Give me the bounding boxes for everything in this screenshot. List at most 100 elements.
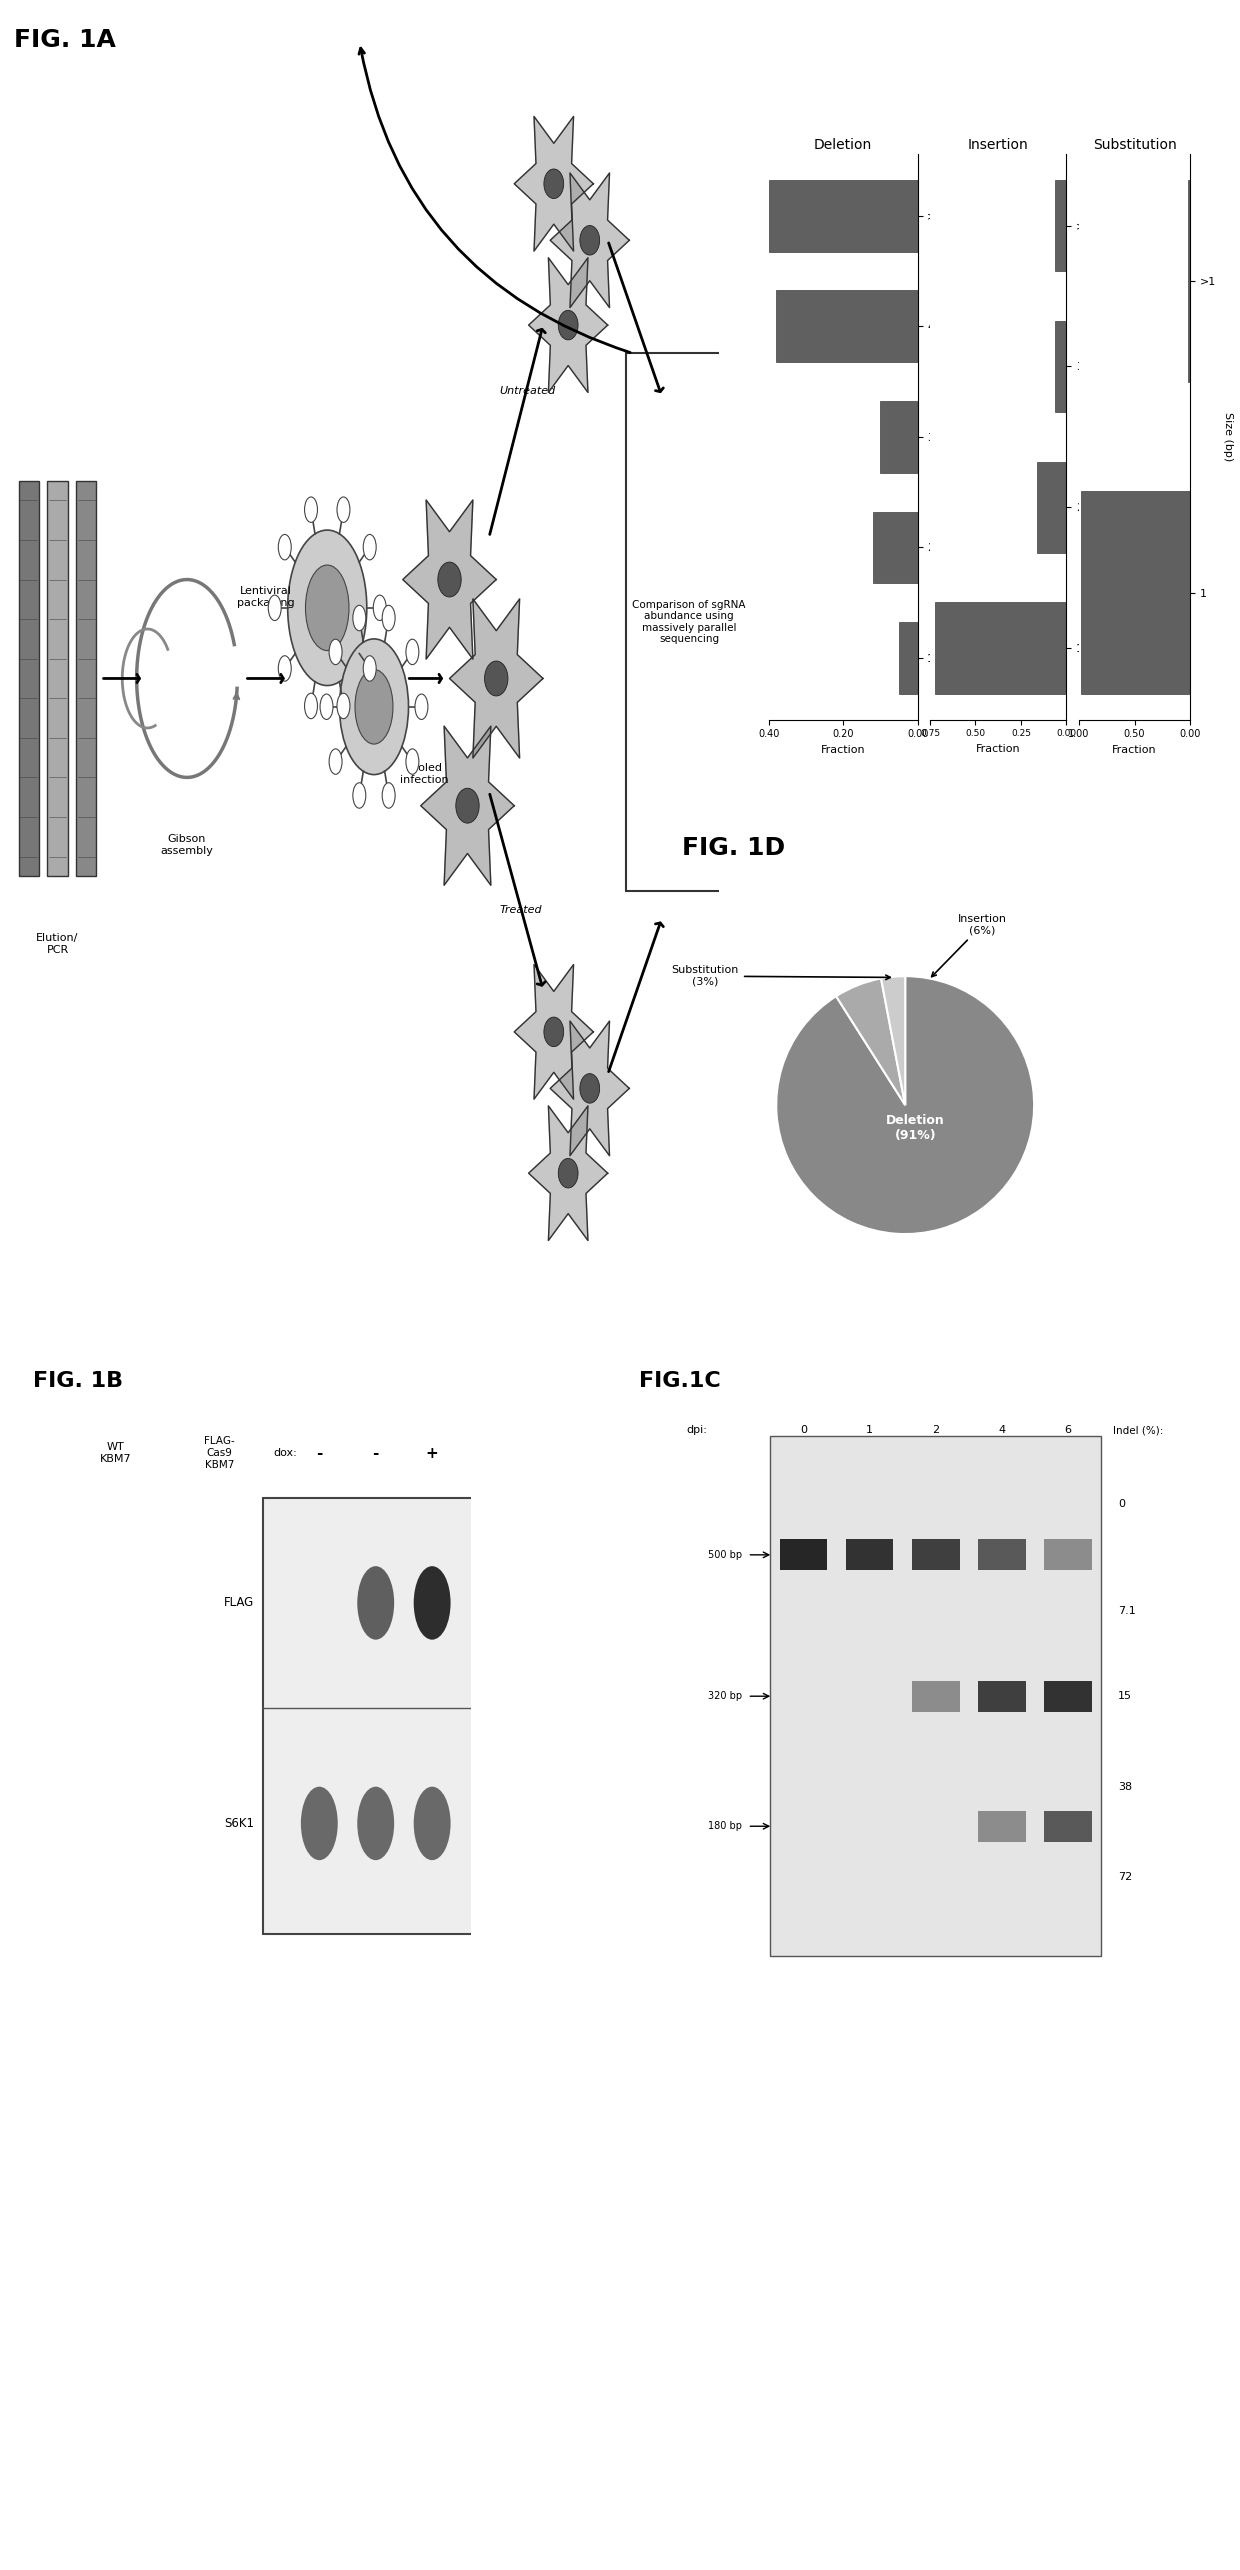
Y-axis label: Size (bp): Size (bp) bbox=[959, 411, 970, 463]
Circle shape bbox=[382, 607, 396, 630]
Text: 180 bp: 180 bp bbox=[708, 1822, 742, 1832]
Bar bbox=[1038, 463, 1066, 553]
Bar bbox=[978, 1539, 1025, 1570]
Ellipse shape bbox=[544, 1018, 564, 1046]
Circle shape bbox=[337, 496, 350, 522]
Bar bbox=[1044, 1812, 1092, 1843]
Circle shape bbox=[278, 655, 291, 681]
Title: Substitution: Substitution bbox=[1092, 139, 1177, 152]
Text: Deletion
(91%): Deletion (91%) bbox=[887, 1115, 945, 1141]
Circle shape bbox=[329, 748, 342, 774]
Text: 6: 6 bbox=[1064, 1426, 1071, 1437]
Bar bbox=[263, 1498, 475, 1933]
Circle shape bbox=[373, 596, 386, 619]
Text: Indel (%):: Indel (%): bbox=[1112, 1426, 1163, 1437]
Text: Lentiviral
packaging: Lentiviral packaging bbox=[237, 586, 295, 607]
Title: Insertion: Insertion bbox=[968, 139, 1028, 152]
Bar bbox=[769, 180, 918, 252]
Circle shape bbox=[305, 694, 317, 720]
Circle shape bbox=[268, 596, 281, 619]
Wedge shape bbox=[836, 979, 905, 1105]
Wedge shape bbox=[776, 977, 1034, 1234]
Polygon shape bbox=[528, 1105, 608, 1241]
Title: Deletion: Deletion bbox=[815, 139, 872, 152]
Text: 38: 38 bbox=[1118, 1781, 1132, 1791]
Ellipse shape bbox=[558, 311, 578, 339]
Bar bbox=[776, 290, 918, 362]
X-axis label: Fraction: Fraction bbox=[976, 743, 1021, 753]
Text: Pooled
infection: Pooled infection bbox=[401, 763, 449, 784]
Ellipse shape bbox=[456, 789, 479, 822]
Circle shape bbox=[405, 748, 419, 774]
Text: 1: 1 bbox=[866, 1426, 873, 1437]
Bar bbox=[880, 401, 918, 473]
Circle shape bbox=[288, 529, 367, 686]
Circle shape bbox=[353, 784, 366, 807]
FancyBboxPatch shape bbox=[626, 352, 751, 892]
Circle shape bbox=[305, 496, 317, 522]
Circle shape bbox=[405, 640, 419, 666]
Text: FLAG: FLAG bbox=[224, 1596, 254, 1609]
Circle shape bbox=[329, 640, 342, 666]
Ellipse shape bbox=[544, 170, 564, 198]
Ellipse shape bbox=[357, 1786, 394, 1861]
Text: 0: 0 bbox=[800, 1426, 807, 1437]
Bar bbox=[1081, 491, 1190, 694]
Bar bbox=[935, 601, 1066, 694]
Text: S6K1: S6K1 bbox=[224, 1817, 254, 1830]
X-axis label: Fraction: Fraction bbox=[1112, 745, 1157, 756]
Bar bbox=[1055, 321, 1066, 411]
X-axis label: Fraction: Fraction bbox=[821, 745, 866, 756]
Bar bbox=[899, 622, 918, 694]
Text: -: - bbox=[316, 1444, 322, 1460]
Polygon shape bbox=[528, 257, 608, 393]
Ellipse shape bbox=[438, 563, 461, 596]
Polygon shape bbox=[449, 599, 543, 758]
Polygon shape bbox=[515, 964, 594, 1100]
Ellipse shape bbox=[580, 1074, 600, 1103]
Text: FIG. 1A: FIG. 1A bbox=[15, 28, 117, 51]
Polygon shape bbox=[551, 1020, 630, 1156]
Circle shape bbox=[353, 607, 366, 630]
Text: Gibson
assembly: Gibson assembly bbox=[160, 833, 213, 856]
Wedge shape bbox=[882, 977, 905, 1105]
Text: 500 bp: 500 bp bbox=[708, 1550, 742, 1560]
Circle shape bbox=[340, 640, 408, 774]
Text: FIG. 1D: FIG. 1D bbox=[682, 835, 785, 861]
Ellipse shape bbox=[485, 660, 508, 696]
Text: dpi:: dpi: bbox=[687, 1426, 708, 1437]
Y-axis label: Size (bp): Size (bp) bbox=[1099, 411, 1109, 463]
Circle shape bbox=[415, 694, 428, 720]
Text: Untreated: Untreated bbox=[500, 386, 556, 396]
Circle shape bbox=[363, 535, 376, 560]
Bar bbox=[911, 1539, 960, 1570]
Bar bbox=[978, 1681, 1025, 1712]
Bar bbox=[911, 1681, 960, 1712]
Circle shape bbox=[305, 565, 348, 650]
Text: 7.1: 7.1 bbox=[1118, 1606, 1136, 1617]
Text: -: - bbox=[372, 1444, 379, 1460]
Ellipse shape bbox=[301, 1786, 337, 1861]
Circle shape bbox=[355, 668, 393, 745]
Bar bbox=[1188, 180, 1190, 383]
Bar bbox=[1044, 1539, 1092, 1570]
Text: 4: 4 bbox=[998, 1426, 1006, 1437]
Text: 72: 72 bbox=[1118, 1871, 1132, 1881]
Bar bbox=[780, 1539, 827, 1570]
Text: 15: 15 bbox=[1118, 1691, 1132, 1701]
Bar bbox=[978, 1812, 1025, 1843]
Y-axis label: Size (bp): Size (bp) bbox=[1223, 411, 1233, 463]
Ellipse shape bbox=[414, 1565, 450, 1640]
Text: FIG.1C: FIG.1C bbox=[639, 1370, 720, 1390]
Text: FLAG-
Cas9
KBM7: FLAG- Cas9 KBM7 bbox=[205, 1437, 234, 1470]
Circle shape bbox=[278, 535, 291, 560]
Bar bbox=[873, 511, 918, 583]
Text: Insertion
(6%): Insertion (6%) bbox=[931, 915, 1007, 977]
Bar bbox=[1055, 180, 1066, 272]
Bar bbox=[846, 1539, 893, 1570]
Bar bbox=[1044, 1681, 1092, 1712]
Text: 0: 0 bbox=[1118, 1498, 1125, 1509]
Polygon shape bbox=[515, 116, 594, 252]
Circle shape bbox=[382, 784, 396, 807]
Text: dox:: dox: bbox=[274, 1447, 298, 1457]
